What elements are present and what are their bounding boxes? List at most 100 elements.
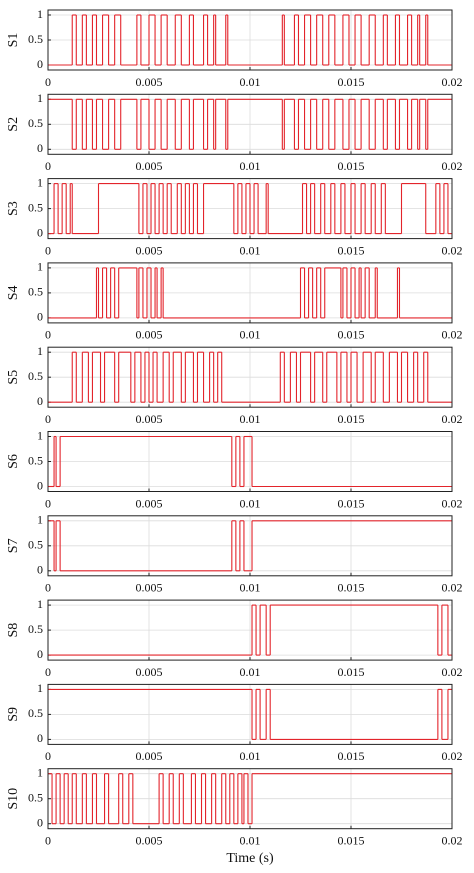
x-tick-label: 0.02 (442, 833, 463, 847)
x-tick-label: 0 (45, 412, 51, 426)
y-tick-label: 1 (37, 765, 43, 779)
x-tick-label: 0.015 (338, 412, 365, 426)
x-tick-label: 0 (45, 749, 51, 763)
x-tick-label: 0.01 (240, 581, 261, 595)
y-tick-label: 1 (37, 175, 43, 189)
y-tick-label: 1 (37, 597, 43, 611)
y-tick-label: 0.5 (28, 32, 43, 46)
x-axis-label: Time (s) (226, 851, 274, 866)
axes-frame (47, 9, 453, 71)
y-tick-label: 0.5 (28, 538, 43, 552)
x-tick-label: 0.005 (136, 496, 163, 510)
x-tick-label: 0 (45, 243, 51, 257)
y-tick-label: 0.5 (28, 622, 43, 636)
y-tick-label: 1 (37, 681, 43, 695)
y-axis-label: S8 (6, 623, 21, 638)
y-tick-label: 1 (37, 260, 43, 274)
axes-frame (47, 346, 453, 408)
y-tick-label: 0.5 (28, 369, 43, 383)
y-tick-label: 0 (37, 815, 43, 829)
x-tick-label: 0.01 (240, 496, 261, 510)
x-tick-label: 0.015 (338, 75, 365, 89)
y-tick-label: 0.5 (28, 706, 43, 720)
axes-frame (47, 599, 453, 661)
axes-frame (47, 262, 453, 324)
y-tick-label: 0 (37, 225, 43, 239)
x-tick-label: 0.015 (338, 581, 365, 595)
x-tick-label: 0.005 (136, 665, 163, 679)
y-tick-label: 1 (37, 513, 43, 527)
y-tick-label: 0.5 (28, 200, 43, 214)
y-axis-label: S10 (6, 788, 21, 810)
axes-frame (47, 431, 453, 492)
x-tick-label: 0.01 (240, 243, 261, 257)
y-axis-label: S1 (6, 33, 21, 48)
x-tick-label: 0.015 (338, 496, 365, 510)
y-axis-label: S9 (6, 707, 21, 722)
axes-frame (47, 683, 453, 745)
y-tick-label: 0 (37, 731, 43, 745)
x-tick-label: 0 (45, 328, 51, 342)
y-tick-label: 0 (37, 141, 43, 155)
y-tick-label: 0.5 (28, 285, 43, 299)
x-tick-label: 0.02 (442, 328, 463, 342)
y-axis-label: S3 (6, 201, 21, 216)
x-tick-label: 0.02 (442, 749, 463, 763)
y-tick-label: 1 (37, 344, 43, 358)
x-tick-label: 0.015 (338, 159, 365, 173)
x-tick-label: 0.005 (136, 159, 163, 173)
y-tick-label: 0.5 (28, 453, 43, 467)
axes-frame (47, 768, 453, 830)
x-tick-label: 0.015 (338, 749, 365, 763)
y-tick-label: 0 (37, 394, 43, 408)
y-axis-label: S2 (6, 117, 21, 132)
axes-frame (47, 515, 453, 577)
y-axis-label: S7 (6, 538, 21, 553)
x-tick-label: 0.02 (442, 581, 463, 595)
x-tick-label: 0 (45, 75, 51, 89)
y-tick-label: 1 (37, 91, 43, 105)
x-tick-label: 0 (45, 159, 51, 173)
axes-frame (47, 178, 453, 240)
x-tick-label: 0 (45, 581, 51, 595)
x-tick-label: 0.005 (136, 75, 163, 89)
y-tick-label: 0 (37, 57, 43, 71)
x-tick-label: 0 (45, 496, 51, 510)
y-tick-label: 0.5 (28, 116, 43, 130)
x-tick-label: 0.02 (442, 412, 463, 426)
x-tick-label: 0.005 (136, 749, 163, 763)
x-tick-label: 0.01 (240, 412, 261, 426)
x-tick-label: 0.015 (338, 833, 365, 847)
x-tick-label: 0.015 (338, 665, 365, 679)
y-tick-label: 0 (37, 563, 43, 577)
y-tick-label: 0 (37, 647, 43, 661)
x-tick-label: 0.02 (442, 665, 463, 679)
x-tick-label: 0 (45, 833, 51, 847)
x-tick-label: 0.005 (136, 412, 163, 426)
y-axis-label: S4 (6, 286, 21, 301)
x-tick-label: 0.01 (240, 328, 261, 342)
y-tick-label: 1 (37, 7, 43, 21)
y-axis-label: S5 (6, 370, 21, 385)
y-tick-label: 1 (37, 428, 43, 442)
axes-frame (47, 93, 453, 155)
x-tick-label: 0.01 (240, 665, 261, 679)
x-tick-label: 0.02 (442, 159, 463, 173)
y-tick-label: 0.5 (28, 790, 43, 804)
x-tick-label: 0.01 (240, 749, 261, 763)
x-tick-label: 0.015 (338, 243, 365, 257)
x-tick-label: 0.01 (240, 833, 261, 847)
y-axis-label: S6 (6, 454, 21, 469)
y-tick-label: 0 (37, 478, 43, 492)
x-tick-label: 0.005 (136, 833, 163, 847)
x-tick-label: 0.005 (136, 243, 163, 257)
x-tick-label: 0.005 (136, 328, 163, 342)
x-tick-label: 0.02 (442, 496, 463, 510)
x-tick-label: 0.015 (338, 328, 365, 342)
x-tick-label: 0.01 (240, 159, 261, 173)
x-tick-label: 0.005 (136, 581, 163, 595)
y-tick-label: 0 (37, 310, 43, 324)
x-tick-label: 0 (45, 665, 51, 679)
